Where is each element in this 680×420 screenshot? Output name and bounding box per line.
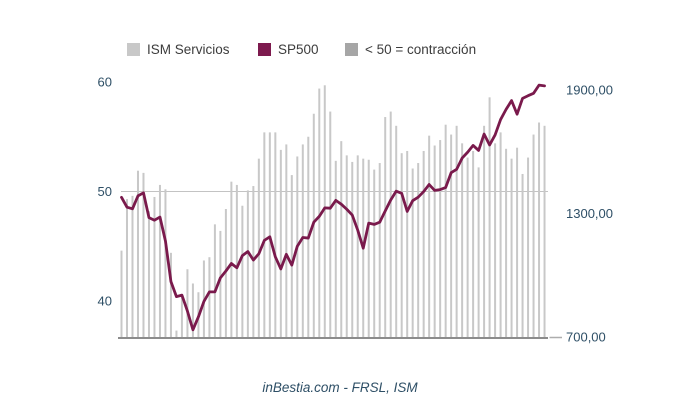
left-axis-label: 60 bbox=[98, 75, 112, 90]
ism-bar bbox=[351, 161, 354, 338]
ism-bar bbox=[477, 167, 480, 338]
ism-bar bbox=[142, 172, 145, 338]
legend-label-sp500: SP500 bbox=[278, 41, 319, 57]
ism-bar bbox=[340, 141, 343, 338]
sp500-line bbox=[120, 83, 546, 332]
ism-bar bbox=[439, 140, 442, 338]
legend-swatch-contraction bbox=[345, 42, 358, 56]
ism-bar bbox=[158, 184, 161, 338]
ism-bar bbox=[164, 189, 167, 338]
ism-bar bbox=[400, 153, 403, 338]
ism-bar bbox=[450, 134, 453, 338]
ism-bar bbox=[246, 190, 249, 338]
legend-label-contraction: < 50 = contracción bbox=[365, 41, 477, 57]
ism-bar bbox=[521, 173, 524, 338]
ism-bar bbox=[510, 158, 513, 338]
ism-bar bbox=[505, 148, 508, 338]
ism-bar bbox=[532, 134, 535, 338]
ism-bar bbox=[461, 143, 464, 338]
ism-bar bbox=[444, 124, 447, 338]
ism-bar bbox=[455, 125, 458, 338]
ism-bar bbox=[191, 283, 194, 338]
ism-bar bbox=[241, 205, 244, 338]
ism-bar bbox=[180, 294, 183, 338]
ism-bar bbox=[257, 158, 260, 338]
ism-bar bbox=[422, 150, 425, 338]
ism-bar bbox=[499, 132, 502, 338]
left-axis-label: 40 bbox=[98, 294, 112, 309]
ism-bar bbox=[494, 143, 497, 338]
ism-bar bbox=[274, 132, 277, 338]
ism-bar bbox=[125, 199, 128, 338]
ism-bar bbox=[345, 155, 348, 338]
legend-swatch-sp500 bbox=[258, 42, 271, 56]
ism-bar bbox=[472, 150, 475, 338]
ism-bar bbox=[224, 209, 227, 338]
ism-bar bbox=[169, 252, 172, 338]
right-axis-label: 700,00 bbox=[566, 330, 606, 345]
ism-bar bbox=[213, 224, 216, 338]
ism-bar bbox=[433, 145, 436, 338]
ism-bar bbox=[384, 117, 387, 338]
ism-bar bbox=[153, 196, 156, 338]
ism-bar bbox=[543, 125, 546, 338]
ism-bar bbox=[538, 122, 541, 338]
ism-bar bbox=[252, 186, 255, 338]
ism-bar bbox=[389, 111, 392, 338]
legend-item-ism-servicios: ISM Servicios bbox=[127, 41, 230, 57]
ism-bar bbox=[230, 181, 233, 338]
ism-bar bbox=[334, 160, 337, 338]
ism-bar bbox=[417, 163, 420, 338]
ism-bar bbox=[175, 330, 178, 338]
ism-bar bbox=[466, 157, 469, 338]
ism-bar bbox=[219, 230, 222, 338]
ism-bar bbox=[378, 163, 381, 338]
ism-bar bbox=[329, 111, 332, 338]
ism-bar bbox=[318, 88, 321, 338]
ism-bar bbox=[147, 211, 150, 338]
chart-caption: inBestia.com - FRSL, ISM bbox=[262, 380, 418, 395]
ism-bar bbox=[428, 135, 431, 338]
ism-bar bbox=[279, 149, 282, 338]
ism-bar bbox=[367, 159, 370, 338]
ism-bar bbox=[120, 250, 123, 338]
ism-bar bbox=[290, 175, 293, 338]
ism-bar bbox=[186, 269, 189, 338]
ism-bar bbox=[263, 132, 266, 338]
ism-bar bbox=[131, 195, 134, 338]
left-axis-label: 50 bbox=[98, 184, 112, 199]
ism-bar bbox=[488, 97, 491, 338]
ism-bar bbox=[208, 257, 211, 338]
ism-bar bbox=[527, 157, 530, 338]
ism-bar bbox=[285, 144, 288, 338]
ism-bar bbox=[235, 184, 238, 338]
right-axis-label: 1900,00 bbox=[566, 83, 613, 98]
ism-bar bbox=[323, 85, 326, 338]
legend-swatch-ism bbox=[127, 42, 140, 56]
ism-bar bbox=[395, 125, 398, 338]
ism-bar bbox=[411, 168, 414, 338]
right-axis-label: 1300,00 bbox=[566, 206, 613, 221]
ism-bar bbox=[356, 155, 359, 338]
legend-label-ism: ISM Servicios bbox=[147, 41, 230, 57]
ism-bar bbox=[136, 170, 139, 338]
ism-bar bbox=[483, 125, 486, 338]
ism-bar bbox=[406, 150, 409, 338]
ism-bar bbox=[516, 147, 519, 338]
legend-item-contraction: < 50 = contracción bbox=[345, 41, 477, 57]
ism-bar bbox=[268, 132, 271, 338]
legend-item-sp500: SP500 bbox=[258, 41, 319, 57]
ism-bar bbox=[373, 169, 376, 338]
ism-bar bbox=[301, 144, 304, 338]
